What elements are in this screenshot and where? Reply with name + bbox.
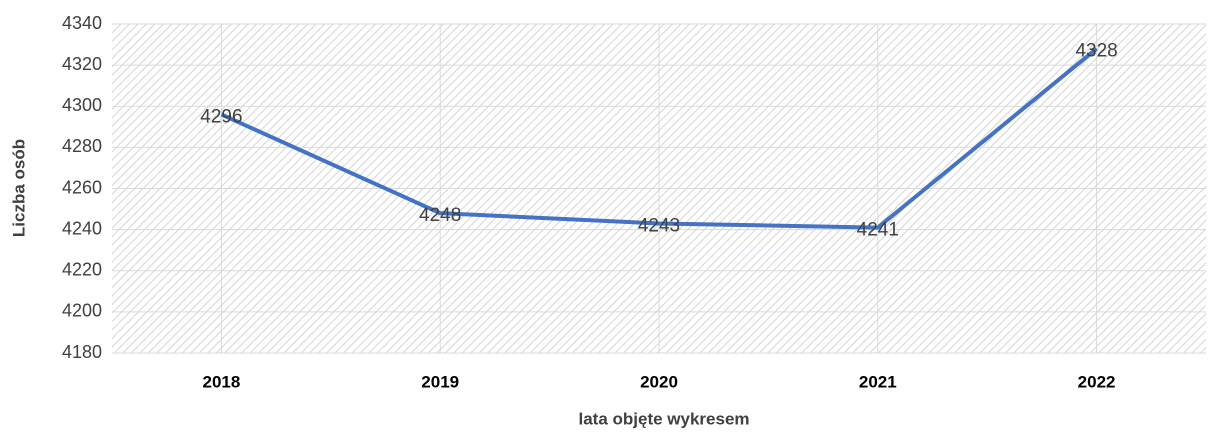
data-label: 4328 <box>1075 41 1117 62</box>
y-tick-label: 4220 <box>62 260 102 280</box>
y-tick-label: 4300 <box>62 95 102 115</box>
y-tick-label: 4180 <box>62 342 102 362</box>
data-label: 4248 <box>419 205 461 226</box>
y-tick-label: 4240 <box>62 218 102 238</box>
x-tick-label: 2022 <box>1078 372 1116 391</box>
x-tick-label: 2019 <box>421 372 459 391</box>
y-tick-label: 4280 <box>62 136 102 156</box>
y-tick-label: 4260 <box>62 177 102 197</box>
x-tick-label: 2021 <box>859 372 897 391</box>
data-label: 4296 <box>200 106 242 127</box>
y-tick-label: 4200 <box>62 301 102 321</box>
y-axis-title: Liczba osób <box>9 139 28 237</box>
y-tick-label: 4340 <box>62 13 102 33</box>
data-label: 4243 <box>638 215 680 236</box>
data-label: 4241 <box>857 220 899 241</box>
x-tick-label: 2018 <box>202 372 240 391</box>
x-tick-label: 2020 <box>640 372 678 391</box>
y-tick-label: 4320 <box>62 54 102 74</box>
x-axis-title: lata objęte wykresem <box>578 409 749 428</box>
line-series <box>220 47 1098 230</box>
